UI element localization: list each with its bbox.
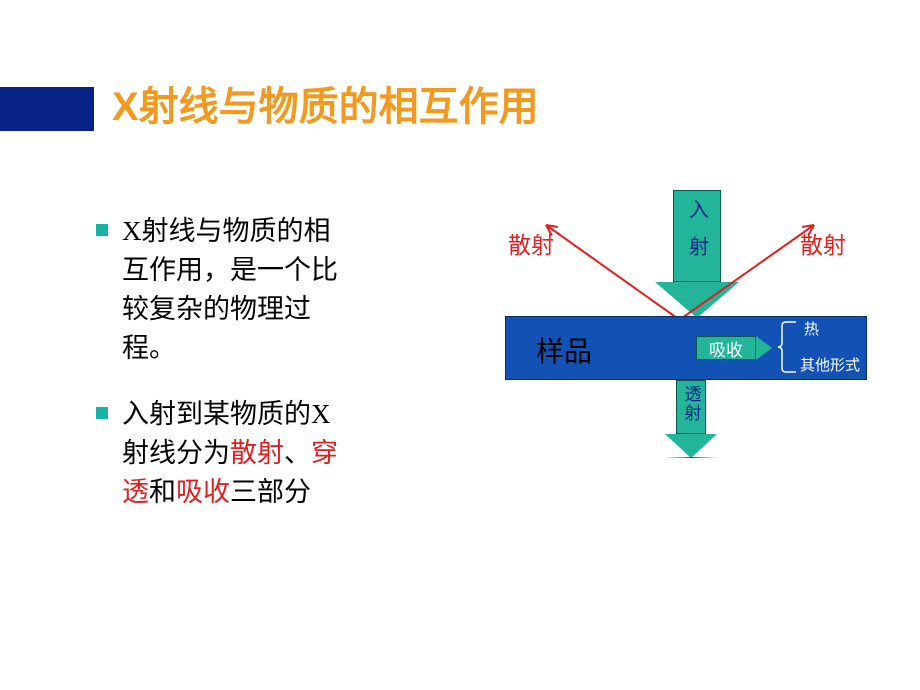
bullet-text: 入射到某物质的X 射线分为散射、穿 透和吸收三部分 xyxy=(122,395,338,512)
title-block: X射线与物质的相互作用 xyxy=(0,74,920,144)
bullet-marker-icon xyxy=(96,224,108,236)
bullet-list: X射线与物质的相 互作用，是一个比 较复杂的物理过 程。入射到某物质的X 射线分… xyxy=(96,212,488,538)
bullet-item: X射线与物质的相 互作用，是一个比 较复杂的物理过 程。 xyxy=(96,212,488,369)
bullet-item: 入射到某物质的X 射线分为散射、穿 透和吸收三部分 xyxy=(96,395,488,512)
bullet-marker-icon xyxy=(96,407,108,419)
slide-title: X射线与物质的相互作用 xyxy=(108,74,543,132)
title-accent-bar xyxy=(0,87,94,131)
transmit-label: 透射 xyxy=(679,385,704,423)
bracket-label-other: 其他形式 xyxy=(800,354,860,375)
xray-diagram: 入 射 散射 散射 样品 吸收 热 其他形式 透射 xyxy=(490,190,890,510)
transmit-arrow: 透射 xyxy=(665,380,717,458)
bullet-text: X射线与物质的相 互作用，是一个比 较复杂的物理过 程。 xyxy=(122,212,338,369)
bracket-label-heat: 热 xyxy=(804,318,819,339)
absorb-bracket xyxy=(490,190,890,510)
